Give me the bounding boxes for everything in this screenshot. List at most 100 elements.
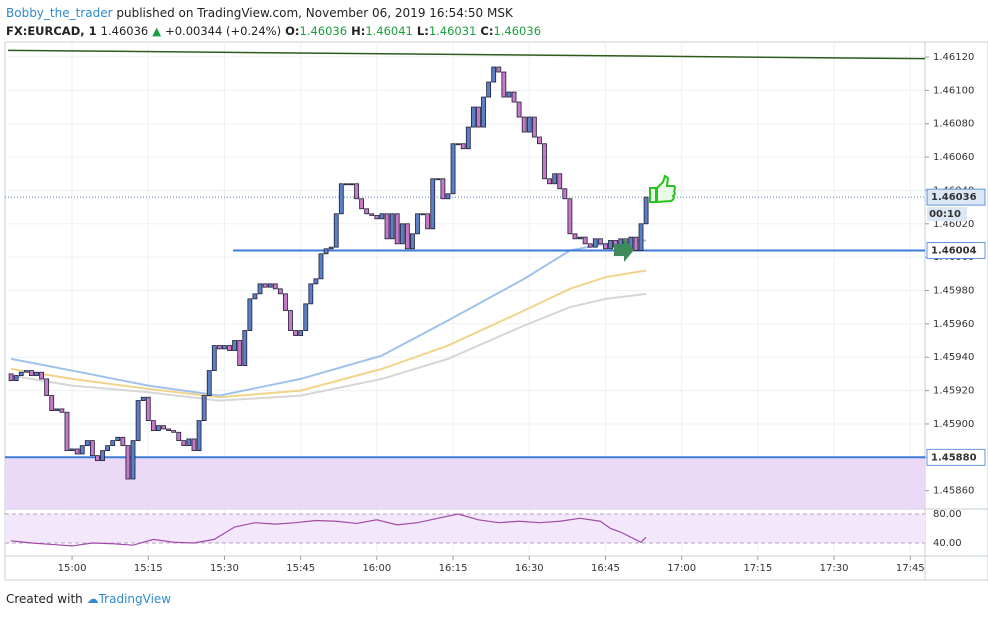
candle [323, 248, 329, 255]
candle [110, 440, 116, 447]
candle [516, 101, 522, 118]
x-tick-label: 17:45 [896, 563, 925, 574]
l: 1.46031 [428, 24, 477, 38]
x-tick-label: 16:45 [591, 563, 620, 574]
candle [562, 188, 568, 200]
candle [201, 395, 207, 422]
y-tick-label: 1.45960 [933, 319, 974, 330]
candle [95, 455, 100, 462]
candle [410, 233, 415, 250]
candle [84, 440, 90, 447]
candle [156, 425, 161, 432]
candle [526, 116, 532, 133]
brand[interactable]: TradingView [98, 592, 172, 606]
x-tick-label: 16:30 [515, 563, 544, 574]
candle [288, 310, 293, 331]
candle [64, 411, 70, 452]
c: 1.46036 [493, 24, 542, 38]
x-tick-label: 16:00 [362, 563, 391, 574]
candle [531, 116, 537, 138]
y-tick-label: 1.45860 [933, 486, 974, 497]
created: Created with [6, 592, 83, 606]
candle [491, 66, 497, 83]
candle [465, 126, 471, 150]
candle [272, 283, 278, 290]
candle [303, 303, 309, 331]
y-tick-label: 1.45900 [933, 419, 974, 430]
candle [603, 243, 608, 250]
candle [404, 223, 410, 250]
chart: 15:00 15:15 15:30 15:45 16:00 16:15 16:30 16:45… [4, 41, 988, 581]
candle [267, 283, 273, 288]
moving-average [10, 269, 647, 399]
candle [537, 136, 542, 145]
candle [318, 253, 324, 280]
candle [298, 330, 304, 336]
candle [379, 213, 385, 220]
candle [486, 81, 492, 98]
candle [638, 223, 644, 251]
y-tick-label: 1.45940 [933, 352, 974, 363]
candle [216, 345, 222, 350]
candle [69, 448, 75, 452]
candle [237, 340, 243, 366]
candle [150, 420, 156, 432]
symbol: FX:EURCAD, 1 [6, 24, 97, 38]
candle [333, 213, 339, 248]
candle [181, 440, 187, 447]
published: published on TradingView.com, November 0… [116, 6, 513, 20]
candle [349, 183, 354, 186]
candle [572, 233, 578, 240]
footer: Created with ☁TradingView [6, 592, 171, 606]
candle [39, 371, 44, 380]
candle [343, 183, 349, 186]
candle [283, 293, 288, 311]
candle [59, 408, 65, 413]
candle [100, 450, 105, 462]
change: +0.00344 (+0.24%) [165, 24, 282, 38]
candle [354, 183, 359, 200]
y-tick-label: 1.46060 [933, 152, 974, 163]
candle [552, 173, 558, 185]
candle [105, 445, 111, 452]
candle [511, 91, 517, 103]
candle [227, 345, 232, 351]
candle [420, 213, 425, 216]
author[interactable]: Bobby_the_trader [6, 6, 113, 20]
candle [242, 330, 248, 366]
frame [4, 41, 988, 581]
candle [592, 238, 598, 248]
up-arrow: ▲ [152, 24, 162, 38]
header: Bobby_the_trader published on TradingVie… [6, 4, 541, 40]
candle [338, 183, 344, 215]
candle [247, 298, 253, 331]
candle [8, 373, 14, 381]
x-tick-label: 15:15 [134, 563, 163, 574]
arrow-icon [614, 238, 634, 262]
x-tick-label: 16:15 [439, 563, 468, 574]
o: 1.46036 [299, 24, 348, 38]
candle [308, 283, 314, 305]
header-line-2: FX:EURCAD, 1 1.46036 ▲ +0.00344 (+0.24%)… [6, 22, 541, 40]
countdown: 00:10 [929, 209, 961, 220]
x-tick-label: 15:45 [286, 563, 315, 574]
price-label-box [926, 188, 986, 206]
candle [374, 215, 380, 220]
candle [394, 213, 400, 245]
candle [384, 213, 390, 240]
l-label: L: [416, 24, 429, 38]
candle [232, 340, 238, 351]
y-tick-label: 1.45980 [933, 286, 974, 297]
candle [44, 378, 50, 396]
candles-layer [8, 66, 649, 480]
candle [501, 71, 507, 98]
x-tick-label: 17:15 [743, 563, 772, 574]
candle [196, 420, 202, 452]
candle [450, 143, 456, 195]
rsi-tick-label: 80.00 [933, 509, 962, 520]
candle [582, 236, 588, 245]
y-tick-label: 1.46120 [933, 52, 974, 63]
candle [440, 178, 446, 200]
candle [120, 436, 126, 447]
